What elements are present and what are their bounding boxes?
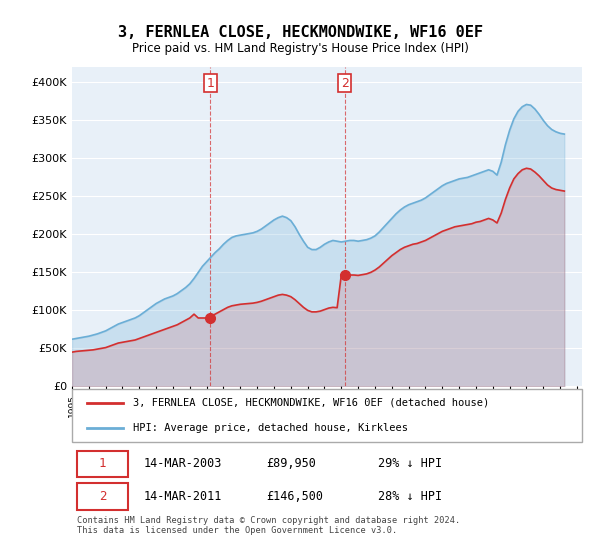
Text: 29% ↓ HPI: 29% ↓ HPI	[378, 458, 442, 470]
Text: 28% ↓ HPI: 28% ↓ HPI	[378, 490, 442, 503]
Text: 3, FERNLEA CLOSE, HECKMONDWIKE, WF16 0EF: 3, FERNLEA CLOSE, HECKMONDWIKE, WF16 0EF	[118, 25, 482, 40]
Text: HPI: Average price, detached house, Kirklees: HPI: Average price, detached house, Kirk…	[133, 423, 408, 433]
FancyBboxPatch shape	[77, 451, 128, 477]
Text: 14-MAR-2003: 14-MAR-2003	[143, 458, 222, 470]
FancyBboxPatch shape	[77, 483, 128, 510]
Text: Price paid vs. HM Land Registry's House Price Index (HPI): Price paid vs. HM Land Registry's House …	[131, 42, 469, 55]
Text: 2: 2	[341, 77, 349, 90]
Text: £146,500: £146,500	[266, 490, 323, 503]
Text: 14-MAR-2011: 14-MAR-2011	[143, 490, 222, 503]
Text: 1: 1	[206, 77, 214, 90]
Text: Contains HM Land Registry data © Crown copyright and database right 2024.
This d: Contains HM Land Registry data © Crown c…	[77, 516, 460, 535]
Text: 1: 1	[99, 458, 106, 470]
Text: 3, FERNLEA CLOSE, HECKMONDWIKE, WF16 0EF (detached house): 3, FERNLEA CLOSE, HECKMONDWIKE, WF16 0EF…	[133, 398, 490, 408]
Text: 2: 2	[99, 490, 106, 503]
Text: £89,950: £89,950	[266, 458, 316, 470]
FancyBboxPatch shape	[72, 389, 582, 442]
